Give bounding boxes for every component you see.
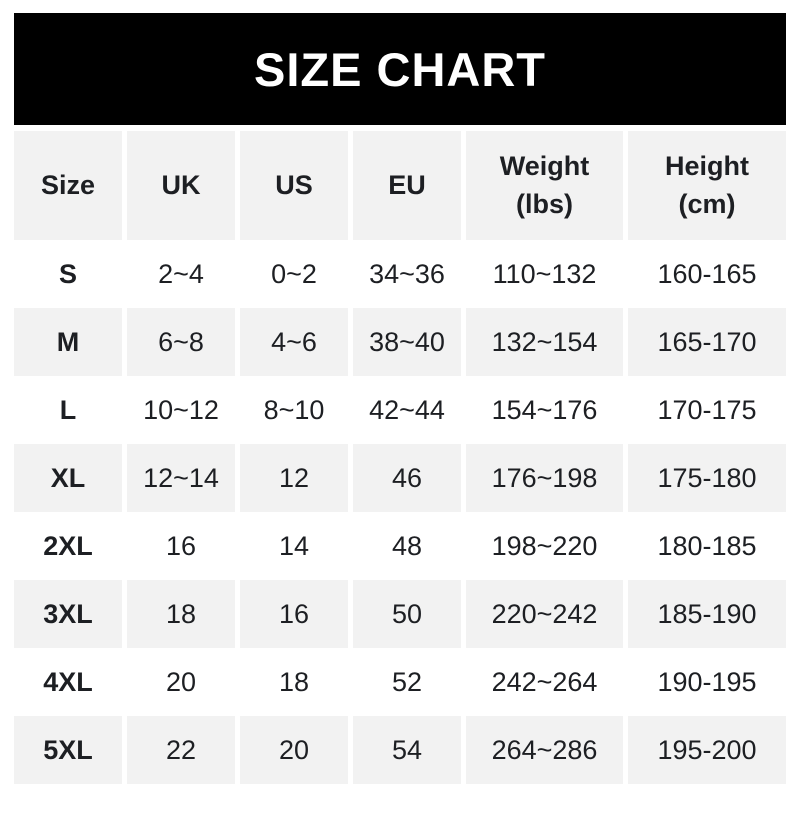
cell-weight: 242~264: [466, 648, 623, 716]
cell-us: 0~2: [240, 240, 348, 308]
column-header-uk: UK: [127, 131, 235, 240]
cell-height: 190-195: [628, 648, 786, 716]
cell-height: 185-190: [628, 580, 786, 648]
cell-size: XL: [14, 444, 122, 512]
cell-weight: 264~286: [466, 716, 623, 784]
cell-uk: 16: [127, 512, 235, 580]
cell-size: 4XL: [14, 648, 122, 716]
table-row-s: S 2~4 0~2 34~36 110~132 160-165: [14, 240, 786, 308]
cell-eu: 38~40: [353, 308, 461, 376]
cell-height: 195-200: [628, 716, 786, 784]
cell-uk: 18: [127, 580, 235, 648]
table-row-4xl: 4XL 20 18 52 242~264 190-195: [14, 648, 786, 716]
cell-size: 2XL: [14, 512, 122, 580]
cell-weight: 110~132: [466, 240, 623, 308]
cell-eu: 52: [353, 648, 461, 716]
column-header-eu: EU: [353, 131, 461, 240]
cell-height: 180-185: [628, 512, 786, 580]
cell-eu: 34~36: [353, 240, 461, 308]
cell-height: 170-175: [628, 376, 786, 444]
size-chart-table: Size UK US EU Weight (lbs) Height (cm) S…: [9, 131, 791, 784]
cell-us: 14: [240, 512, 348, 580]
table-row-5xl: 5XL 22 20 54 264~286 195-200: [14, 716, 786, 784]
cell-size: L: [14, 376, 122, 444]
column-header-us: US: [240, 131, 348, 240]
cell-us: 20: [240, 716, 348, 784]
header-row: Size UK US EU Weight (lbs) Height (cm): [14, 131, 786, 240]
cell-size: 5XL: [14, 716, 122, 784]
cell-weight: 154~176: [466, 376, 623, 444]
cell-us: 12: [240, 444, 348, 512]
cell-height: 165-170: [628, 308, 786, 376]
column-header-size: Size: [14, 131, 122, 240]
cell-us: 8~10: [240, 376, 348, 444]
cell-uk: 22: [127, 716, 235, 784]
table-row-3xl: 3XL 18 16 50 220~242 185-190: [14, 580, 786, 648]
cell-uk: 12~14: [127, 444, 235, 512]
cell-uk: 6~8: [127, 308, 235, 376]
cell-uk: 10~12: [127, 376, 235, 444]
page-title: SIZE CHART: [254, 42, 546, 96]
cell-size: M: [14, 308, 122, 376]
table-row-m: M 6~8 4~6 38~40 132~154 165-170: [14, 308, 786, 376]
cell-eu: 46: [353, 444, 461, 512]
cell-uk: 20: [127, 648, 235, 716]
column-header-height: Height (cm): [628, 131, 786, 240]
cell-weight: 176~198: [466, 444, 623, 512]
cell-height: 160-165: [628, 240, 786, 308]
cell-eu: 50: [353, 580, 461, 648]
cell-size: S: [14, 240, 122, 308]
cell-size: 3XL: [14, 580, 122, 648]
cell-eu: 48: [353, 512, 461, 580]
cell-uk: 2~4: [127, 240, 235, 308]
cell-us: 4~6: [240, 308, 348, 376]
cell-eu: 42~44: [353, 376, 461, 444]
title-banner: SIZE CHART: [14, 13, 786, 125]
table-row-l: L 10~12 8~10 42~44 154~176 170-175: [14, 376, 786, 444]
column-header-weight: Weight (lbs): [466, 131, 623, 240]
cell-eu: 54: [353, 716, 461, 784]
cell-us: 18: [240, 648, 348, 716]
cell-us: 16: [240, 580, 348, 648]
cell-weight: 198~220: [466, 512, 623, 580]
cell-weight: 132~154: [466, 308, 623, 376]
cell-weight: 220~242: [466, 580, 623, 648]
table-row-xl: XL 12~14 12 46 176~198 175-180: [14, 444, 786, 512]
cell-height: 175-180: [628, 444, 786, 512]
table-row-2xl: 2XL 16 14 48 198~220 180-185: [14, 512, 786, 580]
